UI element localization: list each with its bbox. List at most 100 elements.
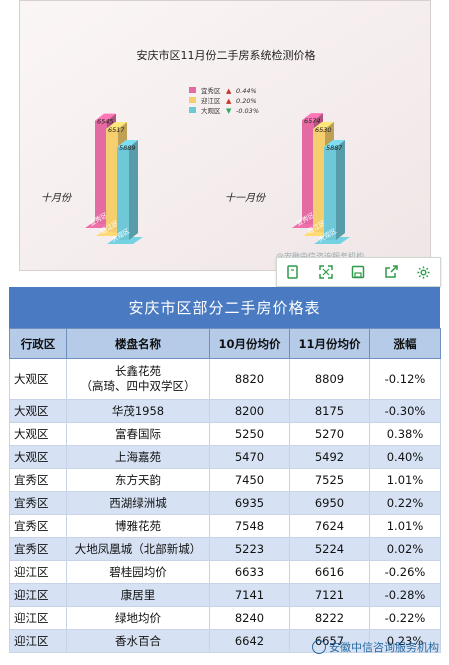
legend-change: 0.20% <box>236 97 257 105</box>
table-row: 迎江区 康居里 7141 7121 -0.28% <box>9 583 441 607</box>
cell-change: 0.02% <box>369 537 441 561</box>
expand-button[interactable] <box>316 262 336 282</box>
bar-front <box>95 120 107 224</box>
group-label: 十一月份 <box>225 192 266 204</box>
cell-district: 宜秀区 <box>9 468 67 492</box>
cell-district: 迎江区 <box>9 560 67 584</box>
cell-nov: 8809 <box>289 358 370 400</box>
cell-change: -0.26% <box>369 560 441 584</box>
legend-arrow: ▲ <box>226 87 232 95</box>
cell-nov: 8175 <box>289 399 370 423</box>
bar-value-label: 6574 <box>304 117 321 125</box>
bar-chart: 安庆市区11月份二手房系统检测价格 宜秀区 ▲ 0.44% 迎江区 ▲ 0.20% 大观区 ▼… <box>20 1 430 270</box>
cell-name: 博雅花苑 <box>66 514 210 538</box>
cell-nov: 7525 <box>289 468 370 492</box>
header-nov: 11月份均价 <box>289 328 370 359</box>
table-body: 大观区 长鑫花苑 （高琦、四中双学区） 8820 8809 -0.12% 大观区华… <box>9 358 441 653</box>
bar-value-label: 5887 <box>326 144 343 152</box>
cell-name-line1: 长鑫花苑 <box>115 364 161 378</box>
chart-title: 安庆市区11月份二手房系统检测价格 <box>137 48 316 62</box>
table-row: 宜秀区 西湖绿洲城 6935 6950 0.22% <box>9 491 441 515</box>
copy-button[interactable] <box>283 262 303 282</box>
cell-oct: 7141 <box>209 583 290 607</box>
settings-button[interactable] <box>414 262 434 282</box>
cell-change: -0.30% <box>369 399 441 423</box>
cell-change: 0.22% <box>369 491 441 515</box>
table-row: 迎江区 香水百合 6642 6657 0.23% <box>9 629 441 653</box>
cell-nov: 6657 <box>289 629 370 653</box>
cell-name: 康居里 <box>66 583 210 607</box>
header-name: 楼盘名称 <box>66 328 210 359</box>
cell-oct: 7450 <box>209 468 290 492</box>
bar-top <box>95 113 116 121</box>
bar-base <box>314 237 350 244</box>
table-row: 迎江区 碧桂园均价 6633 6616 -0.26% <box>9 560 441 584</box>
table-row: 大观区 富春国际 5250 5270 0.38% <box>9 422 441 446</box>
table-title: 安庆市区部分二手房价格表 <box>9 287 440 328</box>
cell-change: -0.12% <box>369 358 441 400</box>
cell-district: 迎江区 <box>9 629 67 653</box>
table-row: 宜秀区 博雅花苑 7548 7624 1.01% <box>9 514 441 538</box>
cell-oct: 6935 <box>209 491 290 515</box>
cell-district: 大观区 <box>9 358 67 400</box>
share-icon <box>385 265 398 278</box>
bar-side <box>336 139 345 240</box>
legend-name: 迎江区 <box>201 96 221 105</box>
watermark: 安徽中信咨询服务机构 <box>312 639 439 655</box>
table-header-row: 行政区 楼盘名称 10月份均价 11月份均价 涨幅 <box>9 328 441 359</box>
bar-front <box>302 120 314 224</box>
legend-change: 0.44% <box>236 87 257 95</box>
bar-top <box>324 139 345 147</box>
legend-arrow: ▼ <box>226 107 232 115</box>
cell-oct: 6633 <box>209 560 290 584</box>
bar-front <box>324 146 336 240</box>
cell-nov: 5492 <box>289 445 370 469</box>
cell-district: 迎江区 <box>9 583 67 607</box>
cell-nov: 7121 <box>289 583 370 607</box>
legend-swatch <box>189 97 196 103</box>
legend-change: -0.03% <box>236 107 259 115</box>
bar-front <box>117 146 129 240</box>
gear-icon <box>417 265 430 279</box>
table-row: 宜秀区 东方天韵 7450 7525 1.01% <box>9 468 441 492</box>
cell-change: 0.23% <box>369 629 441 653</box>
cell-change: -0.22% <box>369 606 441 630</box>
cell-name-line2: （高琦、四中双学区） <box>80 379 196 393</box>
table-row: 迎江区 绿地均价 8240 8222 -0.22% <box>9 606 441 630</box>
save-button[interactable] <box>348 262 368 282</box>
cell-change: -0.28% <box>369 583 441 607</box>
cell-name: 碧桂园均价 <box>66 560 210 584</box>
cell-nov: 8222 <box>289 606 370 630</box>
legend-name: 宜秀区 <box>201 86 221 95</box>
cell-nov: 5270 <box>289 422 370 446</box>
legend-arrow: ▲ <box>226 97 232 105</box>
table-row: 大观区 华茂1958 8200 8175 -0.30% <box>9 399 441 423</box>
cell-oct: 8200 <box>209 399 290 423</box>
cell-name: 长鑫花苑 （高琦、四中双学区） <box>66 358 210 400</box>
cell-oct: 5250 <box>209 422 290 446</box>
watermark-text: 安徽中信咨询服务机构 <box>329 641 439 654</box>
cell-name: 香水百合 <box>66 629 210 653</box>
cell-district: 大观区 <box>9 399 67 423</box>
bar-front <box>106 129 118 232</box>
share-button[interactable] <box>381 262 401 282</box>
bar-top <box>302 113 323 121</box>
cell-name: 绿地均价 <box>66 606 210 630</box>
cell-change: 0.38% <box>369 422 441 446</box>
cell-oct: 8240 <box>209 606 290 630</box>
bar-value-label: 6530 <box>315 126 332 134</box>
legend-swatch <box>189 107 196 113</box>
header-district: 行政区 <box>9 328 67 359</box>
bar-base <box>107 237 143 244</box>
group-label: 十月份 <box>41 192 72 204</box>
bar-value-label: 6545 <box>97 118 114 126</box>
header-change: 涨幅 <box>369 328 441 359</box>
cell-oct: 5223 <box>209 537 290 561</box>
bar-front <box>313 128 325 232</box>
cell-change: 0.40% <box>369 445 441 469</box>
chart-legend: 宜秀区 ▲ 0.44% 迎江区 ▲ 0.20% 大观区 ▼ -0.03% <box>189 86 259 115</box>
bar-top <box>313 121 334 129</box>
bar-value-label: 5889 <box>119 144 136 152</box>
cell-name: 大地凤凰城（北部新城） <box>66 537 210 561</box>
bar-groups: 十月份6545宜秀区6517迎江区5889大观区十一月份6574宜秀区6530迎… <box>41 113 350 244</box>
